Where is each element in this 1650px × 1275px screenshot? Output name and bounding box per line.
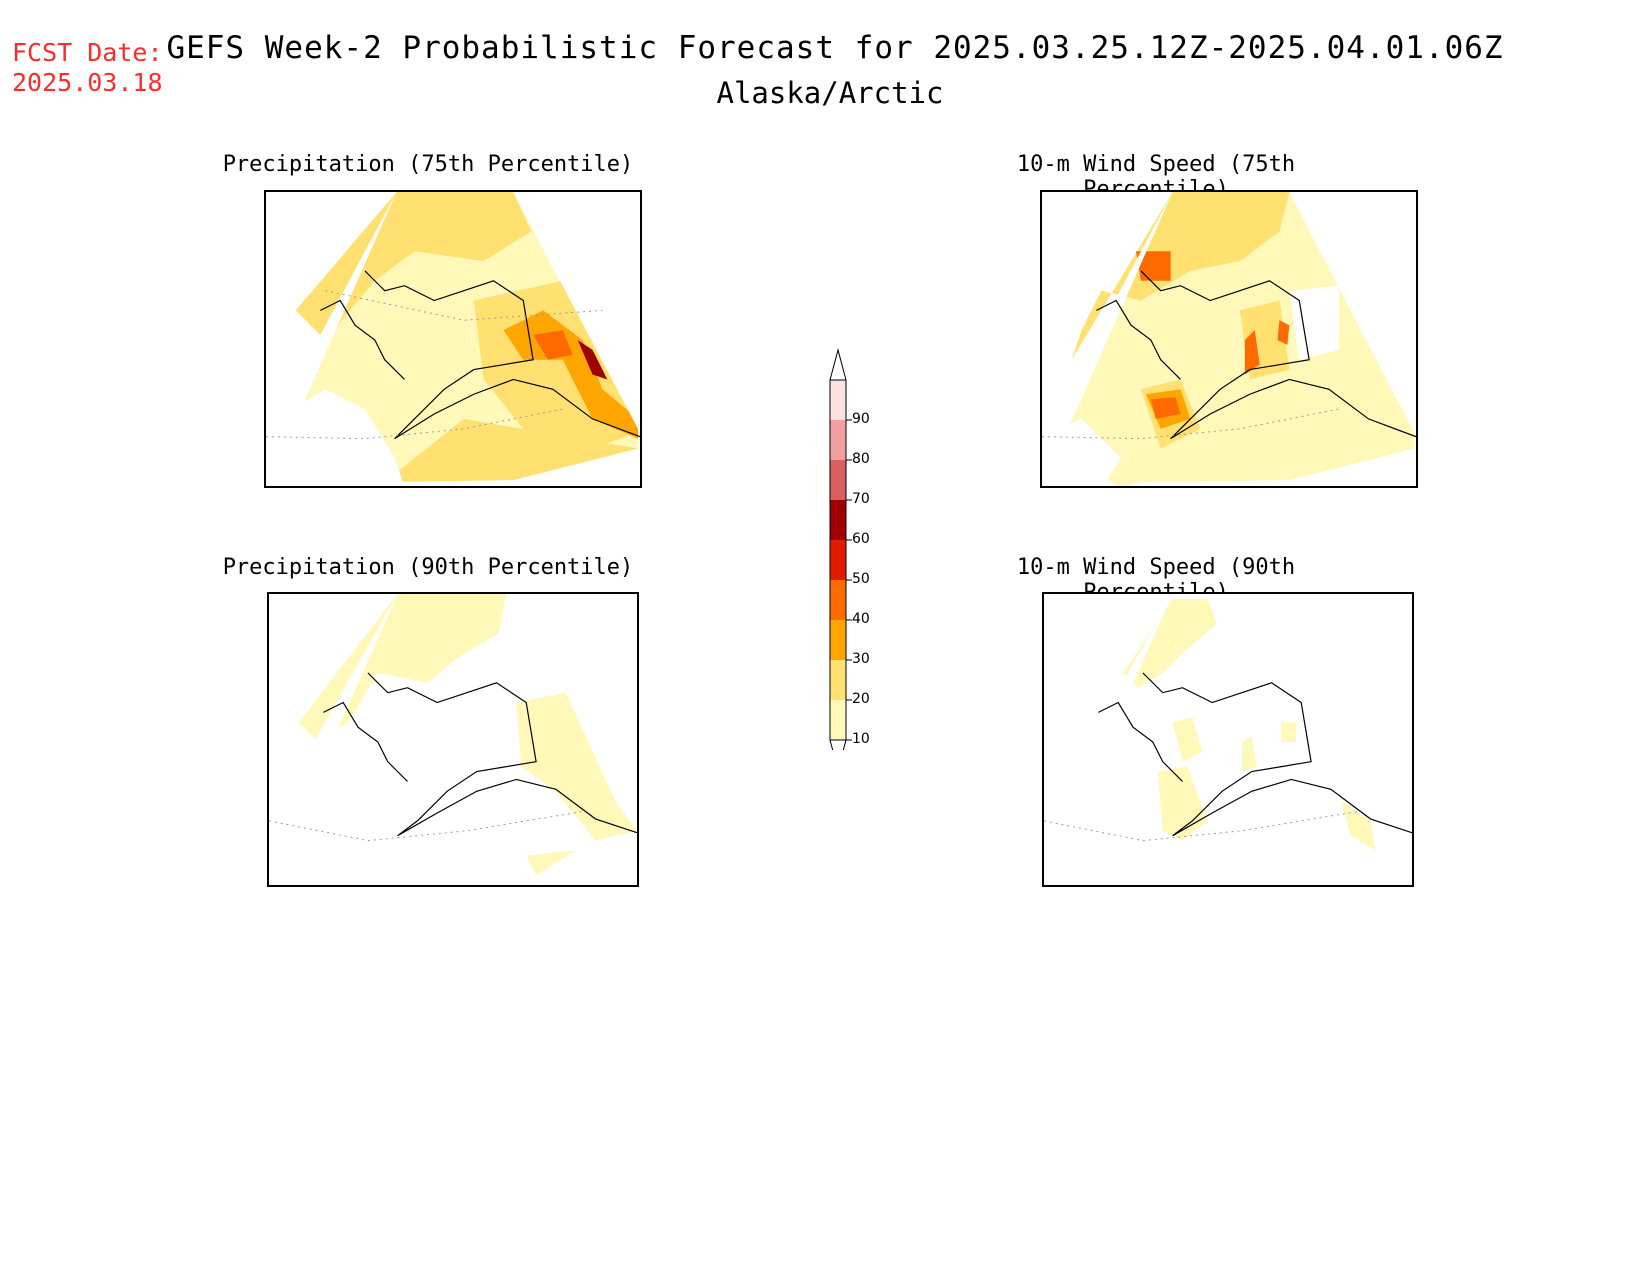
coastline	[1098, 701, 1183, 782]
no-probability-area	[266, 389, 405, 486]
probability-area-40	[1135, 251, 1171, 281]
map-panel-wind-90	[1042, 592, 1414, 887]
colorbar-swatch	[830, 380, 846, 420]
colorbar-swatch	[830, 580, 846, 620]
colorbar-level-label: 90	[852, 411, 870, 427]
probability-area-20	[384, 418, 639, 483]
outside-domain	[266, 192, 397, 486]
colorbar-level-label: 80	[852, 451, 870, 467]
probability-area-40	[533, 330, 573, 360]
colorbar-level-label: 20	[852, 691, 870, 707]
region-subtitle: Alaska/Arctic	[716, 76, 944, 110]
no-probability-area	[1289, 285, 1339, 360]
colorbar-swatch	[830, 660, 846, 700]
precip-75-map	[266, 192, 640, 486]
probability-area-30	[503, 310, 639, 439]
probability-area-10	[1123, 598, 1218, 688]
coastline	[1142, 672, 1412, 837]
probability-area-10	[1241, 737, 1257, 772]
wind-75-map	[1042, 192, 1416, 486]
probability-area-20	[295, 192, 532, 340]
panel-title-precip-90: Precipitation (90th Percentile)	[222, 555, 634, 580]
coastline	[1140, 270, 1416, 440]
probability-area-10	[1157, 766, 1208, 841]
probability-area-10	[526, 850, 576, 876]
outside-domain	[1042, 192, 1173, 486]
probability-area-10	[1281, 722, 1297, 742]
outside-domain	[513, 192, 640, 433]
map-panel-precip-90	[267, 592, 639, 887]
colorbar	[829, 348, 852, 750]
colorbar-outline	[829, 379, 847, 741]
colorbar-swatch	[830, 460, 846, 500]
colorbar-swatch	[830, 500, 846, 540]
colorbar-swatch	[830, 620, 846, 660]
probability-area-10	[1340, 801, 1376, 851]
coastline	[320, 299, 405, 380]
probability-area-10	[1172, 717, 1203, 762]
colorbar-level-label: 10	[852, 731, 870, 747]
colorbar-level-label: 50	[852, 571, 870, 587]
coastline	[364, 270, 640, 440]
colorbar-swatch	[830, 700, 846, 740]
probability-area-40	[1244, 330, 1260, 375]
coastline	[1096, 299, 1181, 380]
wind-90-map	[1044, 594, 1412, 885]
probability-area-10	[516, 692, 637, 841]
graticule-line	[1042, 408, 1339, 440]
colorbar-swatch	[830, 420, 846, 460]
probability-area-40	[1277, 320, 1290, 345]
graticule-line	[266, 408, 563, 440]
probability-area-40	[1150, 397, 1181, 419]
forecast-date-value: 2025.03.18	[12, 68, 163, 97]
colorbar-level-label: 30	[852, 651, 870, 667]
colorbar-swatch	[830, 540, 846, 580]
coastline	[323, 701, 408, 782]
map-panel-wind-75	[1040, 190, 1418, 488]
panel-title-precip-75: Precipitation (75th Percentile)	[222, 152, 634, 177]
probability-area-10	[298, 594, 507, 742]
graticule-line	[269, 810, 586, 842]
colorbar-level-label: 40	[852, 611, 870, 627]
probability-area-20	[1071, 192, 1290, 360]
colorbar-top-extension	[829, 348, 847, 381]
coastline	[367, 672, 637, 837]
colorbar-level-label: 60	[852, 531, 870, 547]
map-panel-precip-75	[264, 190, 642, 488]
colorbar-bottom-extension	[829, 739, 847, 750]
forecast-date-block: FCST Date: 2025.03.18	[12, 38, 163, 98]
colorbar-level-label: 70	[852, 491, 870, 507]
outside-domain	[1289, 192, 1416, 433]
forecast-date-label: FCST Date:	[12, 38, 163, 67]
page-title: GEFS Week-2 Probabilistic Forecast for 2…	[166, 30, 1504, 66]
precip-90-map	[269, 594, 637, 885]
probability-area-60	[577, 339, 608, 380]
